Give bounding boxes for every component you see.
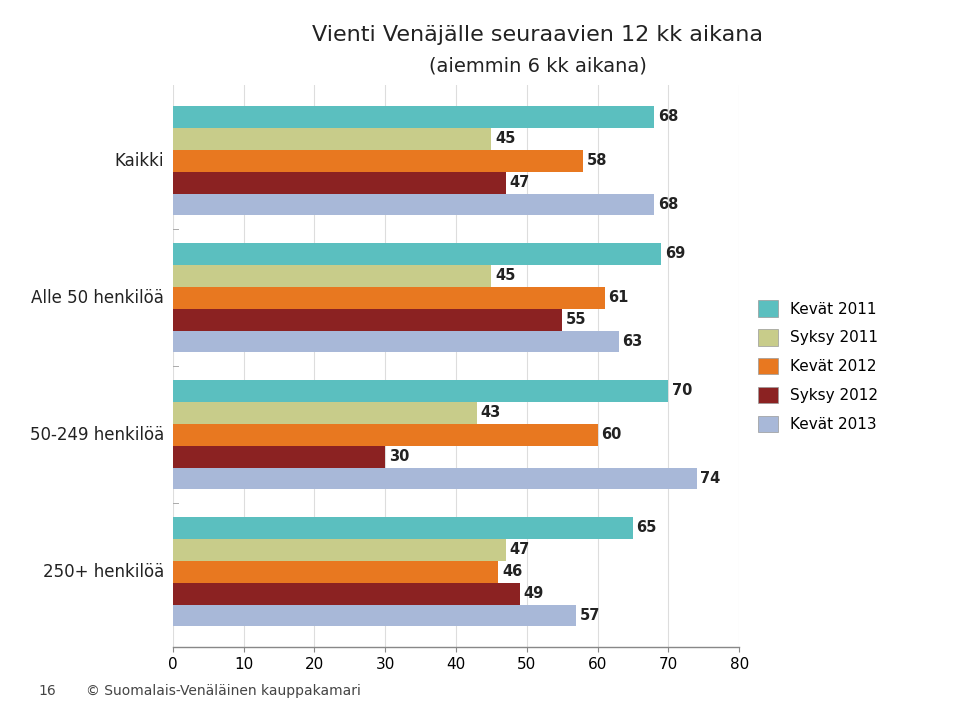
Text: (aiemmin 6 kk aikana): (aiemmin 6 kk aikana) <box>429 57 646 76</box>
Bar <box>173 402 477 424</box>
Text: 69: 69 <box>665 246 685 262</box>
Bar <box>173 446 385 468</box>
Bar <box>173 331 619 353</box>
Text: 57: 57 <box>580 608 600 623</box>
Text: 47: 47 <box>509 542 529 557</box>
Text: 55: 55 <box>565 312 587 327</box>
Text: 60: 60 <box>601 427 621 442</box>
Bar <box>173 468 697 489</box>
Text: 47: 47 <box>509 175 529 190</box>
Text: 30: 30 <box>389 449 409 464</box>
Text: 43: 43 <box>481 405 501 420</box>
Bar <box>173 264 492 287</box>
Bar <box>173 604 576 626</box>
Bar <box>173 287 605 309</box>
Bar <box>173 193 655 215</box>
Text: 49: 49 <box>523 586 543 601</box>
Bar <box>173 561 498 582</box>
Text: Kaikki: Kaikki <box>115 151 164 170</box>
Bar <box>173 128 492 150</box>
Text: Vienti Venäjälle seuraavien 12 kk aikana: Vienti Venäjälle seuraavien 12 kk aikana <box>312 25 763 45</box>
Text: 46: 46 <box>502 564 522 579</box>
Bar <box>173 380 668 402</box>
Text: 16: 16 <box>38 684 56 698</box>
Text: 68: 68 <box>658 197 678 212</box>
Bar <box>173 309 563 331</box>
Text: 50-249 henkilöä: 50-249 henkilöä <box>30 426 164 444</box>
Legend: Kevät 2011, Syksy 2011, Kevät 2012, Syksy 2012, Kevät 2013: Kevät 2011, Syksy 2011, Kevät 2012, Syks… <box>758 300 878 432</box>
Bar <box>173 517 633 539</box>
Bar <box>173 106 655 128</box>
Bar <box>173 582 519 604</box>
Text: 68: 68 <box>658 109 678 124</box>
Text: 61: 61 <box>609 290 629 305</box>
Text: 58: 58 <box>587 153 608 169</box>
Text: 250+ henkilöä: 250+ henkilöä <box>43 562 164 581</box>
Text: 74: 74 <box>700 471 721 486</box>
Bar <box>173 171 506 193</box>
Bar <box>173 424 598 446</box>
Text: 45: 45 <box>495 268 516 283</box>
Text: 70: 70 <box>672 383 692 398</box>
Bar <box>173 243 661 264</box>
Text: 65: 65 <box>636 520 657 535</box>
Text: Alle 50 henkilöä: Alle 50 henkilöä <box>32 289 164 306</box>
Text: 45: 45 <box>495 132 516 146</box>
Bar <box>173 539 506 561</box>
Bar <box>173 150 584 171</box>
Text: © Suomalais-Venäläinen kauppakamari: © Suomalais-Venäläinen kauppakamari <box>86 684 361 698</box>
Text: 63: 63 <box>622 334 642 349</box>
